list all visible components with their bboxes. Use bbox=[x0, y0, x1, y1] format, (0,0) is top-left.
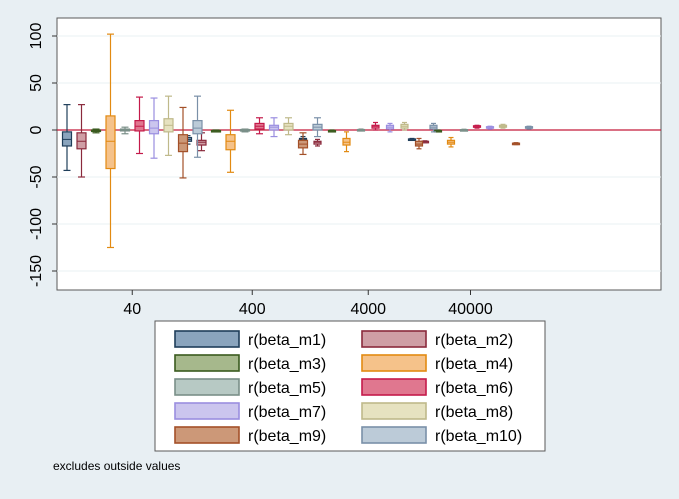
legend-swatch bbox=[174, 354, 240, 372]
legend-label: r(beta_m5) bbox=[248, 380, 326, 397]
box-1-group-4 bbox=[407, 137, 417, 142]
y-tick-label: 100 bbox=[28, 23, 45, 50]
box-3-group-2 bbox=[210, 129, 222, 133]
box-6-group-2 bbox=[254, 117, 265, 135]
legend-label: r(beta_m3) bbox=[248, 356, 326, 373]
legend-label: r(beta_m8) bbox=[435, 404, 513, 421]
legend-swatch bbox=[361, 378, 427, 396]
plot-area bbox=[56, 17, 662, 291]
box-8-group-3 bbox=[400, 121, 409, 131]
box-7-group-1 bbox=[148, 97, 160, 159]
box-1-group-1 bbox=[61, 104, 73, 172]
legend-label: r(beta_m9) bbox=[248, 428, 326, 445]
legend-swatch bbox=[361, 354, 427, 372]
legend-swatch bbox=[174, 378, 240, 396]
legend-swatch bbox=[174, 426, 240, 444]
box-9-group-4 bbox=[511, 142, 521, 146]
legend: r(beta_m1) r(beta_m2) r(beta_m3) r(beta_m4)… bbox=[174, 330, 522, 445]
legend-label: r(beta_m2) bbox=[435, 332, 513, 349]
box-iqr bbox=[105, 115, 116, 170]
legend-label: r(beta_m1) bbox=[248, 332, 326, 349]
box-4-group-2 bbox=[225, 109, 236, 173]
legend-label: r(beta_m10) bbox=[435, 428, 522, 445]
x-tick-label: 40 bbox=[123, 301, 141, 318]
box-10-group-4 bbox=[524, 125, 534, 130]
legend-swatch bbox=[174, 402, 240, 420]
box-7-group-4 bbox=[485, 125, 495, 130]
y-tick-label: -100 bbox=[28, 208, 45, 240]
box-9-group-3 bbox=[414, 137, 424, 150]
box-9-group-2 bbox=[297, 132, 309, 156]
box-6-group-3 bbox=[371, 121, 380, 131]
x-tick-label: 400 bbox=[239, 301, 266, 318]
box-5-group-1 bbox=[119, 126, 131, 135]
box-5-group-2 bbox=[239, 128, 251, 133]
legend-swatch bbox=[174, 330, 240, 348]
box-9-group-1 bbox=[177, 106, 189, 179]
box-iqr bbox=[192, 119, 203, 135]
box-5-group-3 bbox=[356, 128, 366, 132]
x-axis: 40 400 4000 40000 bbox=[123, 290, 493, 318]
legend-label: r(beta_m4) bbox=[435, 356, 513, 373]
box-6-group-4 bbox=[472, 124, 482, 129]
box-3-group-3 bbox=[327, 129, 337, 133]
box-4-group-3 bbox=[342, 131, 351, 153]
box-10-group-1 bbox=[192, 95, 203, 158]
y-axis: 100 50 0 -50 -100 -150 bbox=[28, 23, 57, 287]
x-tick-label: 40000 bbox=[448, 301, 493, 318]
legend-label: r(beta_m6) bbox=[435, 380, 513, 397]
box-iqr bbox=[225, 134, 236, 151]
box-4-group-1 bbox=[105, 33, 116, 249]
box-2-group-1 bbox=[76, 104, 87, 178]
box-5-group-4 bbox=[459, 128, 469, 132]
legend-label: r(beta_m7) bbox=[248, 404, 326, 421]
box-3-group-1 bbox=[90, 128, 102, 134]
box-iqr bbox=[148, 119, 160, 135]
legend-swatch bbox=[361, 402, 427, 420]
chart-note: excludes outside values bbox=[53, 459, 180, 473]
box-7-group-3 bbox=[385, 122, 395, 133]
box-3-group-4 bbox=[433, 129, 443, 133]
box-8-group-4 bbox=[498, 123, 508, 129]
box-8-group-2 bbox=[283, 117, 294, 136]
box-10-group-2 bbox=[312, 117, 323, 138]
box-7-group-2 bbox=[268, 117, 280, 138]
x-tick-label: 4000 bbox=[350, 301, 386, 318]
box-2-group-3 bbox=[313, 138, 322, 147]
y-tick-label: 50 bbox=[28, 74, 45, 92]
box-10-group-3 bbox=[429, 122, 438, 133]
legend-swatch bbox=[361, 426, 427, 444]
y-tick-label: -150 bbox=[28, 255, 45, 287]
box-6-group-1 bbox=[134, 96, 145, 155]
legend-swatch bbox=[361, 330, 427, 348]
box-4-group-4 bbox=[446, 136, 456, 148]
box-8-group-1 bbox=[163, 95, 174, 156]
y-tick-label: -50 bbox=[28, 165, 45, 188]
box-plots bbox=[61, 33, 534, 249]
y-tick-label: 0 bbox=[28, 125, 45, 134]
